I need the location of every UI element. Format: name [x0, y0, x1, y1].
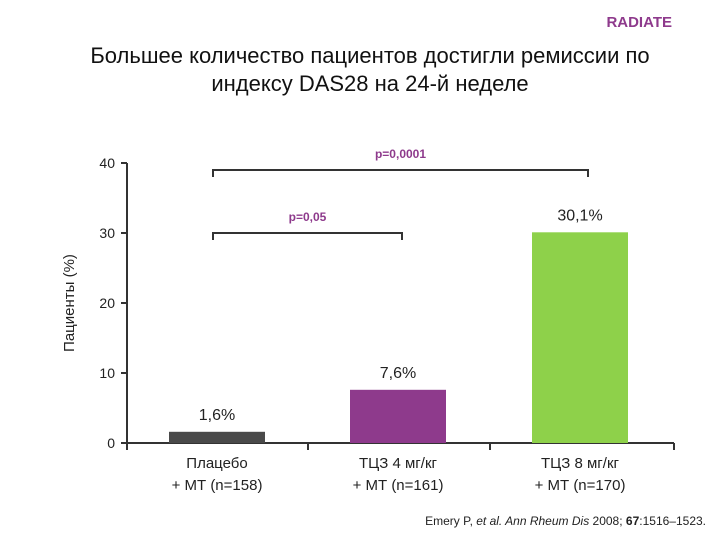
- bar-2: [532, 232, 628, 443]
- chart-title-line-1: Большее количество пациентов достигли ре…: [90, 43, 650, 68]
- value-label-2: 30,1%: [557, 207, 602, 224]
- value-label-0: 1,6%: [199, 407, 235, 424]
- ref-authors: Emery P,: [425, 514, 477, 528]
- significance-bracket-1: [212, 232, 403, 240]
- bar-1: [350, 389, 446, 443]
- chart-title-line-2: индексу DAS28 на 24-й неделе: [211, 71, 529, 96]
- significance-bracket-0: [212, 169, 589, 177]
- reference-citation: Emery P, et al. Ann Rheum Dis 2008; 67:1…: [425, 514, 706, 528]
- bar-0: [169, 431, 265, 443]
- ref-volume: 67: [625, 514, 640, 528]
- category-label-2-line-1: ТЦЗ 8 мг/кг: [541, 455, 620, 472]
- y-axis-label: Пациенты (%): [61, 254, 78, 352]
- category-label-2-line-2: + МТ (n=170): [535, 477, 626, 494]
- ref-journal: Ann Rheum Dis: [502, 514, 590, 528]
- y-tick-label-4: 40: [99, 155, 115, 171]
- chart-title: Большее количество пациентов достигли ре…: [20, 42, 720, 98]
- category-label-0-line-2: + МТ (n=158): [172, 477, 263, 494]
- y-tick-label-0: 0: [107, 435, 115, 451]
- ref-year: 2008;: [589, 514, 626, 528]
- study-badge: RADIATE: [606, 14, 672, 31]
- significance-label-0: p=0,0001: [375, 147, 426, 161]
- category-label-0-line-1: Плацебо: [186, 455, 247, 472]
- value-label-1: 7,6%: [380, 365, 416, 382]
- ref-pages: :1516–1523.: [639, 514, 706, 528]
- y-tick-label-2: 20: [99, 295, 115, 311]
- y-tick-label-1: 10: [99, 365, 115, 381]
- category-label-1-line-2: + МТ (n=161): [353, 477, 444, 494]
- category-label-1-line-1: ТЦЗ 4 мг/кг: [359, 455, 438, 472]
- ref-etal: et al.: [476, 514, 503, 528]
- y-tick-label-3: 30: [99, 225, 115, 241]
- significance-label-1: p=0,05: [289, 210, 327, 224]
